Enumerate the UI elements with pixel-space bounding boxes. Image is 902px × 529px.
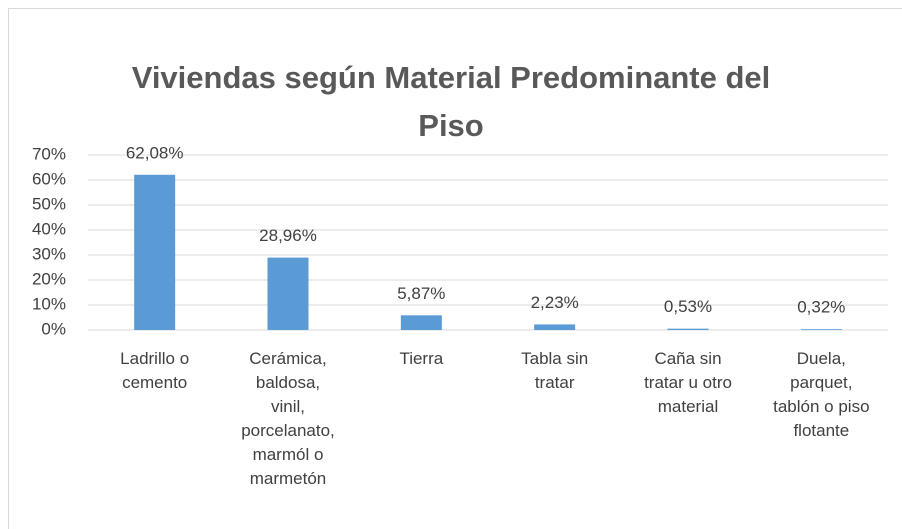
data-label: 62,08%	[126, 143, 184, 162]
data-label: 28,96%	[259, 226, 317, 245]
bar	[667, 328, 709, 330]
y-tick-label: 10%	[32, 294, 66, 313]
y-tick-label: 50%	[32, 194, 66, 213]
y-tick-label: 60%	[32, 169, 66, 188]
bar	[134, 174, 176, 330]
data-label: 0,53%	[664, 297, 712, 316]
bar	[534, 324, 576, 330]
y-tick-label: 40%	[32, 219, 66, 238]
bar	[800, 329, 842, 330]
x-tick-label: Cerámica, baldosa, vinil, porcelanato, marmó…	[241, 349, 335, 488]
y-tick-label: 20%	[32, 269, 66, 288]
x-tick-label: Tierra	[399, 349, 443, 368]
y-tick-label: 30%	[32, 244, 66, 263]
bar	[267, 257, 309, 330]
chart-title: Viviendas según Material Predominante de…	[132, 60, 771, 143]
x-tick-label: Tabla sin tratar	[521, 349, 588, 392]
data-label: 2,23%	[531, 293, 579, 312]
y-tick-label: 70%	[32, 144, 66, 163]
y-tick-label: 0%	[41, 319, 66, 338]
x-tick-label: Duela, parquet, tablón o piso flotante	[773, 349, 869, 440]
data-label: 5,87%	[397, 284, 445, 303]
x-tick-label: Caña sin tratar u otro material	[644, 349, 732, 416]
data-label: 0,32%	[797, 298, 845, 317]
x-tick-label: Ladrillo o cemento	[120, 349, 189, 392]
bar	[400, 315, 442, 330]
